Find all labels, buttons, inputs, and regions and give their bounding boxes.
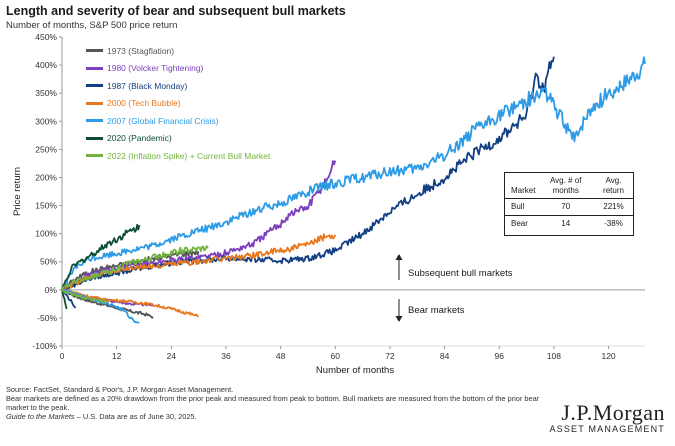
- annotation-bear: Bear markets: [408, 305, 465, 316]
- series-1980-volcker-tightening-bull-line: [62, 160, 337, 291]
- footer-gtm-date: – U.S. Data are as of June 30, 2025.: [74, 412, 197, 421]
- chart-subtitle: Number of months, S&P 500 price return: [6, 20, 178, 31]
- series-2007-global-financial-crisis-bull-line: [61, 56, 646, 291]
- logo-subtitle: ASSET MANAGEMENT: [549, 424, 665, 434]
- y-tick-label: 50%: [40, 257, 57, 267]
- bull-arrow-head: [395, 254, 403, 260]
- series-2022-inflation-spike-current-bull-market-bear-line: [61, 289, 107, 305]
- y-tick-label: -100%: [32, 341, 57, 351]
- chart-title: Length and severity of bear and subseque…: [6, 4, 346, 18]
- stats-bear-label: Bear: [505, 215, 538, 232]
- y-tick-label: 0%: [45, 285, 58, 295]
- jpmorgan-logo: J.P.Morgan ASSET MANAGEMENT: [549, 400, 665, 434]
- stats-table: Market Avg. # of months Avg. return Bull…: [504, 172, 634, 236]
- logo-wordmark: J.P.Morgan: [561, 400, 665, 425]
- x-axis-label: Number of months: [316, 365, 394, 376]
- legend-label: 2007 (Global Financial Crisis): [107, 115, 219, 126]
- footer-notes: Source: FactSet, Standard & Poor's, J.P.…: [6, 385, 554, 421]
- legend-swatch: [86, 136, 103, 140]
- series-2000-tech-bubble-bull-line: [61, 233, 337, 292]
- x-tick-label: 60: [331, 351, 341, 361]
- stats-header-return: Avg. return: [593, 173, 633, 199]
- legend-label: 1980 (Volcker Tightening): [107, 63, 204, 74]
- legend-item-1973-stagflation: 1973 (Stagflation): [86, 42, 270, 60]
- x-tick-label: 0: [60, 351, 65, 361]
- stats-header-months: Avg. # of months: [537, 173, 594, 199]
- y-axis-label: Price return: [12, 167, 23, 216]
- stats-bull-return: 221%: [603, 202, 624, 211]
- legend-item-2022-inflation-spike-current-bull-market: 2022 (Inflation Spike) + Current Bull Ma…: [86, 147, 270, 165]
- series-2022-inflation-spike-current-bull-market-bull-line: [61, 245, 209, 291]
- x-tick-label: 48: [276, 351, 286, 361]
- legend-swatch: [86, 84, 103, 88]
- annotation-bull: Subsequent bull markets: [408, 268, 513, 279]
- x-tick-label: 36: [221, 351, 231, 361]
- legend-swatch: [86, 66, 103, 70]
- series-2020-pandemic-bear-line: [61, 289, 68, 310]
- legend-swatch: [86, 49, 103, 53]
- y-tick-label: 450%: [35, 32, 57, 42]
- series-2000-tech-bubble-bear-line: [62, 288, 200, 318]
- bear-arrow-head: [395, 316, 403, 322]
- x-tick-label: 24: [167, 351, 177, 361]
- x-tick-label: 12: [112, 351, 122, 361]
- stats-bull-months: 70: [561, 202, 571, 211]
- chart-legend: 1973 (Stagflation) 1980 (Volcker Tighteni…: [86, 42, 270, 165]
- y-tick-label: 250%: [35, 144, 57, 154]
- y-tick-label: 300%: [35, 116, 57, 126]
- x-tick-label: 120: [601, 351, 615, 361]
- x-tick-label: 72: [385, 351, 395, 361]
- x-tick-label: 84: [440, 351, 450, 361]
- stats-bear-months: 14: [537, 215, 594, 232]
- legend-label: 2020 (Pandemic): [107, 133, 172, 144]
- legend-label: 1973 (Stagflation): [107, 45, 175, 56]
- stats-bull-label: Bull: [511, 202, 525, 211]
- legend-swatch: [86, 101, 103, 105]
- legend-label: 2000 (Tech Bubble): [107, 98, 181, 109]
- legend-item-1987-black-monday: 1987 (Black Monday): [86, 77, 270, 95]
- stats-header-market: Market: [505, 173, 538, 199]
- y-tick-label: 350%: [35, 88, 57, 98]
- series-2020-pandemic-bull-line: [61, 223, 141, 291]
- footer-gtm: Guide to the Markets – U.S. Data are as …: [6, 412, 554, 421]
- y-tick-label: 200%: [35, 172, 57, 182]
- y-tick-label: 100%: [35, 229, 57, 239]
- series-1973-stagflation-bull-line: [61, 248, 200, 291]
- x-tick-label: 96: [495, 351, 505, 361]
- y-tick-label: -50%: [37, 313, 57, 323]
- legend-item-2020-pandemic: 2020 (Pandemic): [86, 130, 270, 148]
- series-1987-black-monday-bull-line: [61, 56, 555, 291]
- stats-bear-return: -38%: [593, 215, 633, 232]
- footer-gtm-title: Guide to the Markets: [6, 412, 75, 421]
- legend-swatch: [86, 154, 103, 158]
- footer-source: Source: FactSet, Standard & Poor's, J.P.…: [6, 385, 234, 394]
- legend-item-2007-global-financial-crisis: 2007 (Global Financial Crisis): [86, 112, 270, 130]
- legend-item-1980-volcker-tightening: 1980 (Volcker Tightening): [86, 60, 270, 78]
- legend-label: 2022 (Inflation Spike) + Current Bull Ma…: [107, 150, 271, 161]
- footer-definition: Bear markets are defined as a 20% drawdo…: [6, 394, 540, 412]
- y-tick-label: 400%: [35, 60, 57, 70]
- y-tick-label: 150%: [35, 201, 57, 211]
- x-tick-label: 108: [547, 351, 561, 361]
- legend-label: 1987 (Black Monday): [107, 80, 188, 91]
- legend-swatch: [86, 119, 103, 123]
- legend-item-2000-tech-bubble: 2000 (Tech Bubble): [86, 95, 270, 113]
